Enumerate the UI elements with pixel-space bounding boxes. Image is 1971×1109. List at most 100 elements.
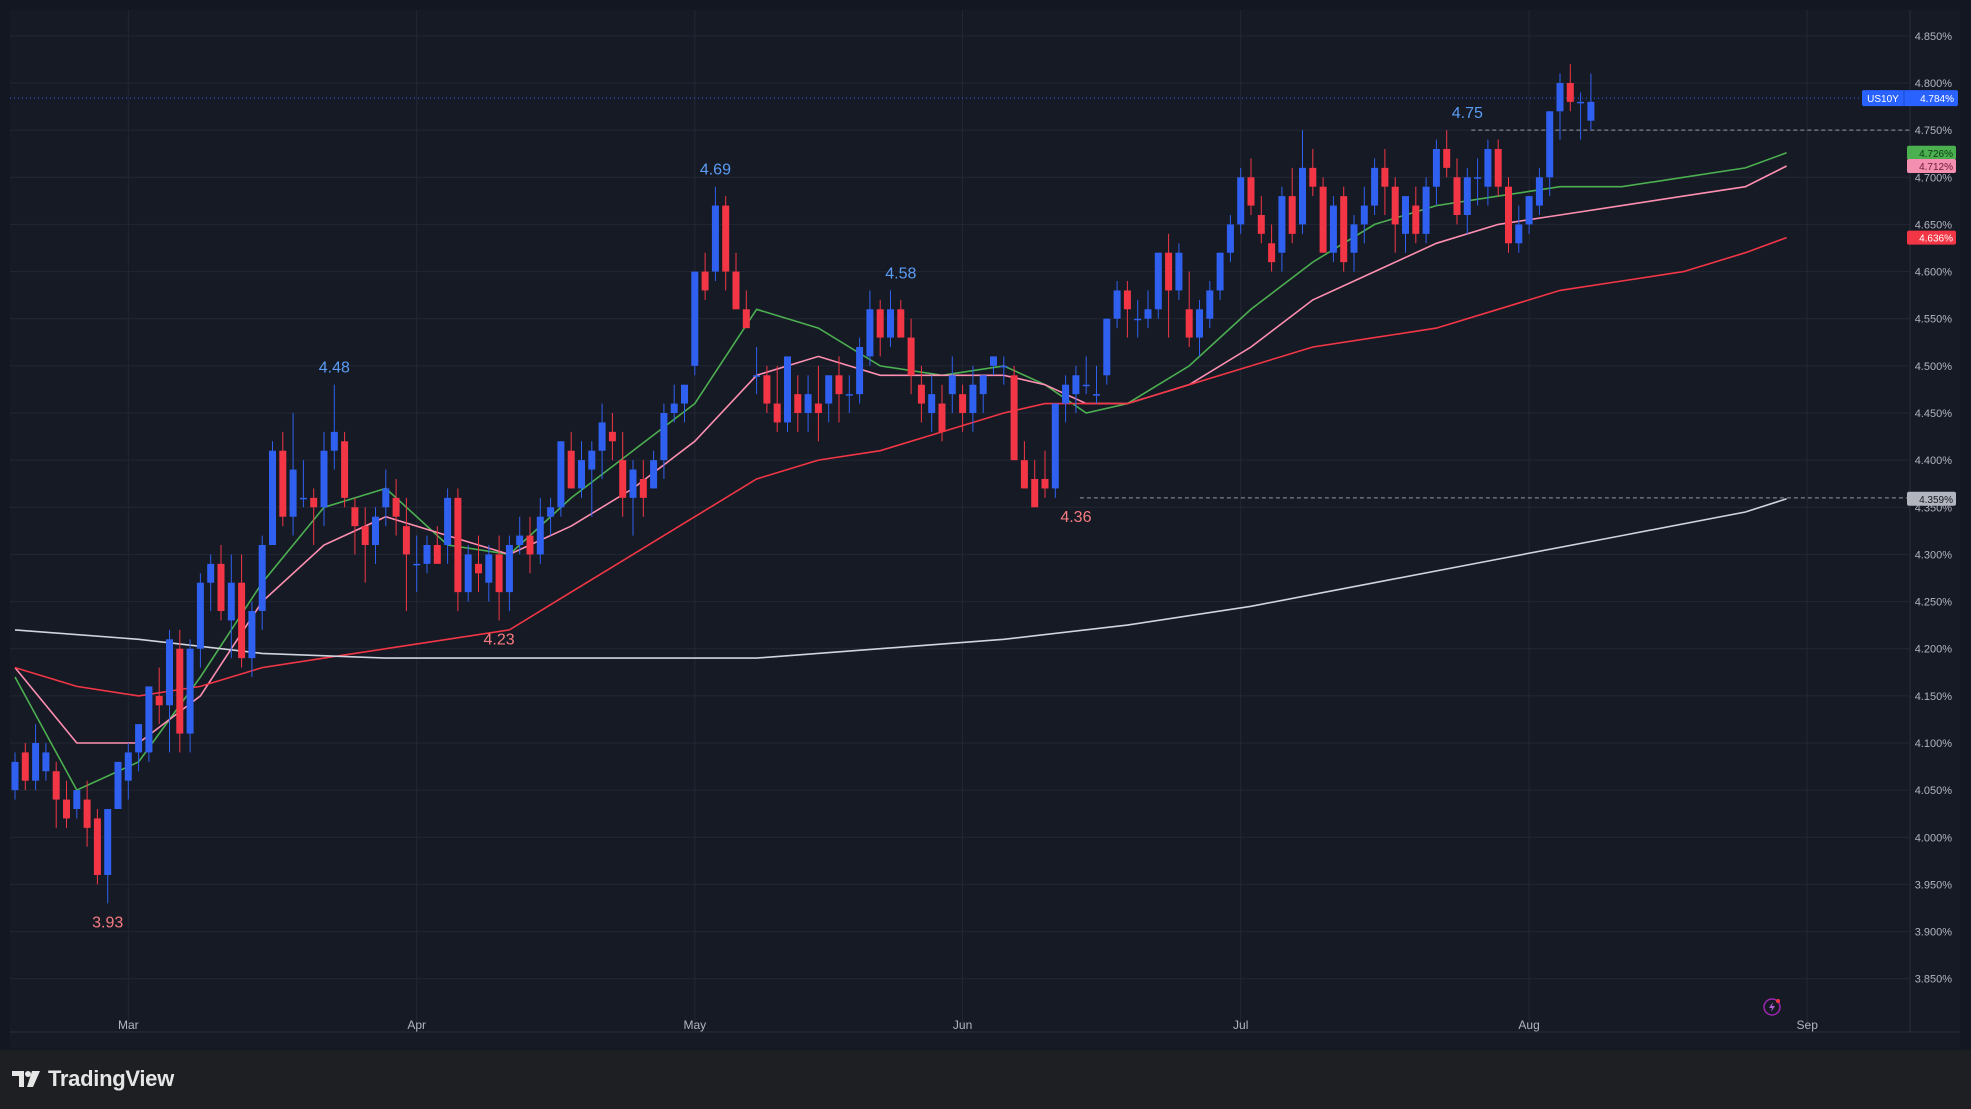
moving-average-line bbox=[14, 165, 1787, 744]
candle-body bbox=[948, 375, 956, 395]
candle-body bbox=[784, 356, 791, 423]
candle-body bbox=[938, 403, 946, 432]
x-tick-label: Aug bbox=[1518, 1018, 1539, 1032]
candle-body bbox=[63, 799, 70, 819]
candle-body bbox=[1093, 394, 1100, 396]
price-annotation: 4.23 bbox=[484, 631, 515, 648]
candle-body bbox=[227, 582, 235, 621]
candle-body bbox=[341, 441, 349, 498]
candle-body bbox=[1350, 224, 1358, 253]
candle-body bbox=[1340, 196, 1348, 263]
y-tick-label: 4.700% bbox=[1915, 172, 1953, 184]
candle-body bbox=[1031, 479, 1039, 508]
price-annotation: 4.36 bbox=[1060, 509, 1091, 526]
candle-body bbox=[104, 809, 112, 875]
candle-body bbox=[1134, 318, 1142, 321]
candle-body bbox=[1329, 205, 1337, 253]
x-tick-label: Mar bbox=[118, 1018, 139, 1032]
candle-body bbox=[650, 460, 658, 489]
candle-body bbox=[1072, 375, 1080, 395]
candle-body bbox=[279, 450, 287, 517]
candle-body bbox=[73, 790, 81, 809]
candle-body bbox=[454, 497, 462, 593]
candle-body bbox=[959, 394, 967, 413]
candle-body bbox=[485, 554, 493, 583]
y-tick-label: 4.600% bbox=[1915, 267, 1953, 279]
candle-body bbox=[21, 752, 29, 781]
candle-body bbox=[1175, 252, 1183, 291]
candle-body bbox=[516, 535, 524, 545]
candle-body bbox=[1226, 224, 1234, 253]
candle-body bbox=[1505, 186, 1512, 244]
y-tick-label: 4.000% bbox=[1915, 832, 1953, 844]
tradingview-logo[interactable]: TradingView bbox=[12, 1066, 174, 1092]
candle-body bbox=[495, 554, 503, 593]
candle-body bbox=[269, 450, 276, 545]
candle-body bbox=[93, 818, 101, 875]
lightning-icon[interactable] bbox=[1763, 998, 1781, 1016]
candle-body bbox=[1196, 309, 1203, 338]
candle-body bbox=[928, 394, 936, 413]
candle-body bbox=[619, 460, 627, 498]
footer: TradingView bbox=[0, 1050, 1971, 1109]
brand-name: TradingView bbox=[48, 1066, 174, 1091]
candle-body bbox=[907, 337, 915, 376]
y-tick-label: 4.450% bbox=[1915, 408, 1953, 420]
candle-body bbox=[1515, 224, 1523, 244]
y-tick-label: 4.150% bbox=[1915, 691, 1953, 703]
candle-body bbox=[979, 375, 987, 395]
y-tick-label: 4.500% bbox=[1915, 361, 1953, 373]
symbol-label: US10Y bbox=[1867, 94, 1899, 105]
candle-body bbox=[711, 205, 719, 272]
candle-body bbox=[1556, 83, 1564, 112]
candle-body bbox=[897, 309, 905, 338]
candle-body bbox=[361, 526, 369, 545]
candle-body bbox=[526, 535, 534, 555]
candle-body bbox=[732, 271, 740, 310]
candle-body bbox=[1525, 196, 1533, 225]
candle-body bbox=[392, 497, 400, 517]
candle-body bbox=[382, 488, 390, 508]
candle-body bbox=[1494, 149, 1502, 187]
moving-average-line bbox=[14, 498, 1787, 659]
candle-body bbox=[1123, 290, 1131, 310]
x-tick-label: Jun bbox=[953, 1018, 972, 1032]
candle-body bbox=[691, 271, 699, 366]
candle-body bbox=[330, 431, 338, 451]
candle-body bbox=[1082, 384, 1090, 387]
candle-body bbox=[1319, 186, 1327, 253]
candle-body bbox=[310, 497, 318, 508]
y-tick-label: 4.250% bbox=[1915, 597, 1953, 609]
candle-body bbox=[722, 205, 730, 272]
candle-body bbox=[567, 450, 575, 489]
candle-body bbox=[1288, 196, 1296, 234]
candle-body bbox=[320, 450, 328, 508]
candle-body bbox=[176, 648, 184, 734]
lightning-icon-bolt bbox=[1769, 1002, 1775, 1012]
lightning-icon-circle bbox=[1763, 998, 1781, 1016]
candle-body bbox=[753, 375, 761, 377]
candle-body bbox=[763, 375, 771, 404]
candle-body bbox=[1432, 149, 1440, 187]
candle-body bbox=[1577, 101, 1585, 104]
candle-body bbox=[1546, 111, 1554, 178]
price-chart[interactable]: 3.850% 3.900% 3.950% 4.000% 4.050% 4.100% 4.15… bbox=[0, 0, 1971, 1050]
candle-body bbox=[1412, 205, 1420, 234]
candle-body bbox=[773, 403, 781, 423]
candle-body bbox=[917, 384, 925, 404]
candle-body bbox=[1360, 205, 1368, 225]
candle-body bbox=[608, 431, 616, 442]
moving-average-value: 4.712% bbox=[1919, 162, 1953, 173]
candle-body bbox=[1566, 83, 1574, 102]
candle-body bbox=[1257, 215, 1265, 234]
candle-body bbox=[42, 752, 50, 772]
candle-body bbox=[660, 413, 668, 461]
candle-body bbox=[1422, 186, 1430, 234]
moving-average-tag bbox=[1907, 230, 1956, 245]
candle-body bbox=[289, 469, 297, 517]
candle-body bbox=[742, 309, 750, 329]
candle-body bbox=[578, 460, 585, 489]
y-tick-label: 4.050% bbox=[1915, 785, 1953, 797]
candle-body bbox=[887, 309, 894, 338]
y-tick-label: 4.100% bbox=[1915, 738, 1953, 750]
